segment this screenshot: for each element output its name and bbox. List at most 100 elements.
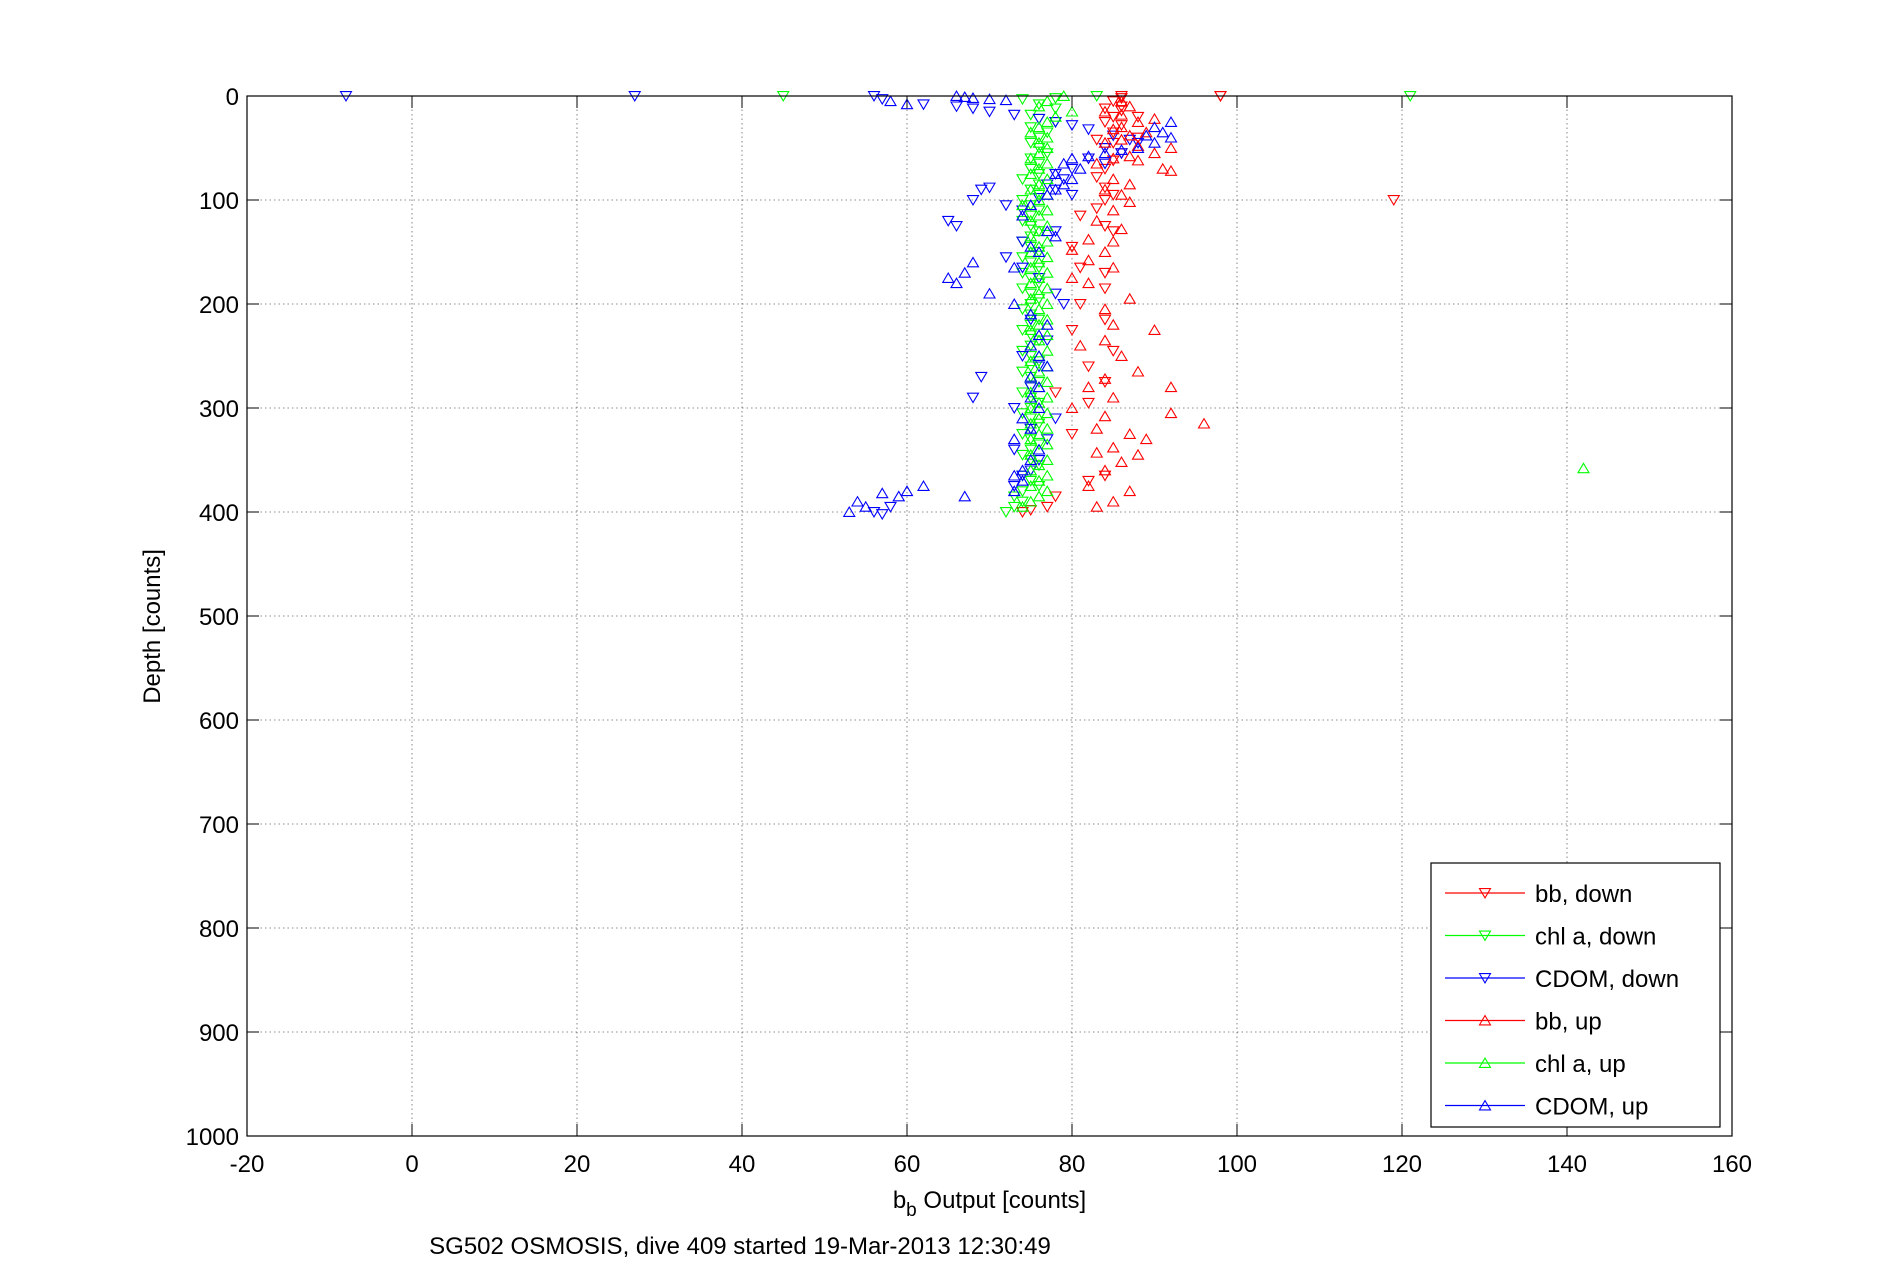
data-point: [999, 94, 1013, 106]
data-point: [1032, 361, 1046, 373]
y-axis-label: Depth [counts]: [139, 549, 166, 704]
data-point: [1032, 303, 1046, 315]
data-point: [1007, 485, 1021, 497]
data-point: [966, 195, 980, 207]
data-point: [1098, 117, 1112, 129]
data-point: [1016, 205, 1029, 217]
data-point: [1040, 141, 1054, 153]
data-point: [1098, 470, 1112, 482]
y-tick-label: 400: [199, 500, 239, 527]
x-tick-label: 160: [1712, 1151, 1752, 1178]
data-point: [1115, 188, 1128, 200]
data-point: [1016, 209, 1029, 221]
data-point: [1024, 495, 1038, 507]
data-point: [966, 256, 980, 268]
data-point: [1016, 474, 1029, 486]
data-point: [1049, 226, 1062, 238]
y-tick-label: 0: [226, 84, 239, 111]
data-point: [875, 509, 889, 521]
data-point: [1106, 261, 1120, 273]
data-point: [1131, 137, 1145, 149]
data-point: [1131, 141, 1145, 153]
data-point: [1098, 245, 1112, 257]
data-point: [1123, 427, 1137, 439]
series-group-3: [1065, 95, 1211, 512]
data-point: [1024, 199, 1038, 211]
data-point: [1131, 154, 1145, 166]
data-point: [884, 95, 897, 107]
data-point: [1024, 464, 1038, 476]
data-point: [1040, 313, 1054, 325]
data-point: [1131, 139, 1145, 151]
data-point: [1040, 95, 1054, 107]
data-point: [1139, 129, 1153, 141]
data-point: [1032, 262, 1046, 274]
data-point: [1024, 382, 1038, 394]
data-point: [1024, 292, 1038, 304]
data-point: [1032, 189, 1046, 201]
data-point: [1148, 136, 1161, 148]
data-point: [884, 501, 897, 513]
data-point: [1131, 365, 1145, 377]
data-point: [1106, 123, 1120, 135]
data-point: [1123, 485, 1137, 497]
data-point: [1049, 93, 1062, 105]
data-point: [1090, 134, 1104, 146]
data-point: [1098, 377, 1112, 389]
data-point: [1032, 169, 1046, 181]
x-tick-label: 40: [729, 1151, 756, 1178]
data-point: [1032, 455, 1046, 467]
data-point: [1007, 444, 1021, 456]
data-point: [1016, 470, 1029, 482]
data-point: [1040, 282, 1054, 294]
data-point: [1098, 105, 1112, 117]
data-point: [1040, 485, 1054, 497]
data-point: [1032, 412, 1046, 424]
data-point: [1073, 339, 1087, 351]
data-point: [1082, 475, 1095, 487]
data-point: [1115, 349, 1128, 361]
data-point: [1123, 292, 1137, 304]
data-point: [1106, 345, 1120, 357]
data-point: [1065, 429, 1079, 441]
data-point: [1032, 329, 1046, 341]
data-point: [1024, 370, 1038, 382]
data-point: [1040, 204, 1054, 216]
data-point: [1115, 108, 1128, 120]
data-point: [1024, 261, 1038, 273]
data-point: [875, 487, 889, 499]
series-group-4: [1016, 89, 1590, 512]
data-point: [1016, 351, 1029, 363]
y-tick-label: 100: [199, 188, 239, 215]
data-point: [1032, 225, 1046, 237]
data-point: [1098, 103, 1112, 115]
data-point: [1040, 219, 1054, 231]
data-point: [1123, 129, 1137, 141]
data-point: [1065, 401, 1079, 413]
data-point: [966, 92, 980, 104]
data-point: [1098, 372, 1112, 384]
data-point: [1024, 453, 1038, 465]
data-point: [1049, 387, 1062, 399]
data-point: [1123, 150, 1137, 162]
data-point: [1387, 195, 1401, 207]
x-tick-label: 140: [1547, 1151, 1587, 1178]
x-tick-label: 60: [894, 1151, 921, 1178]
data-point: [1065, 271, 1079, 283]
data-point: [1090, 500, 1104, 512]
y-tick-label: 800: [199, 916, 239, 943]
data-point: [1024, 277, 1038, 289]
data-point: [1065, 243, 1079, 255]
data-point: [1098, 267, 1112, 279]
data-point: [1073, 299, 1087, 311]
data-point: [1040, 360, 1054, 372]
data-point: [983, 106, 996, 118]
data-point: [1098, 183, 1112, 195]
data-point: [1098, 195, 1112, 207]
tick-layer: -20 0 20 40 60 80 100 120 140 160 0 100 200 300 400 500…: [186, 84, 1752, 1178]
data-point: [1049, 413, 1062, 425]
y-tick-label: 600: [199, 708, 239, 735]
data-point: [1139, 433, 1153, 445]
data-point: [1106, 127, 1120, 139]
